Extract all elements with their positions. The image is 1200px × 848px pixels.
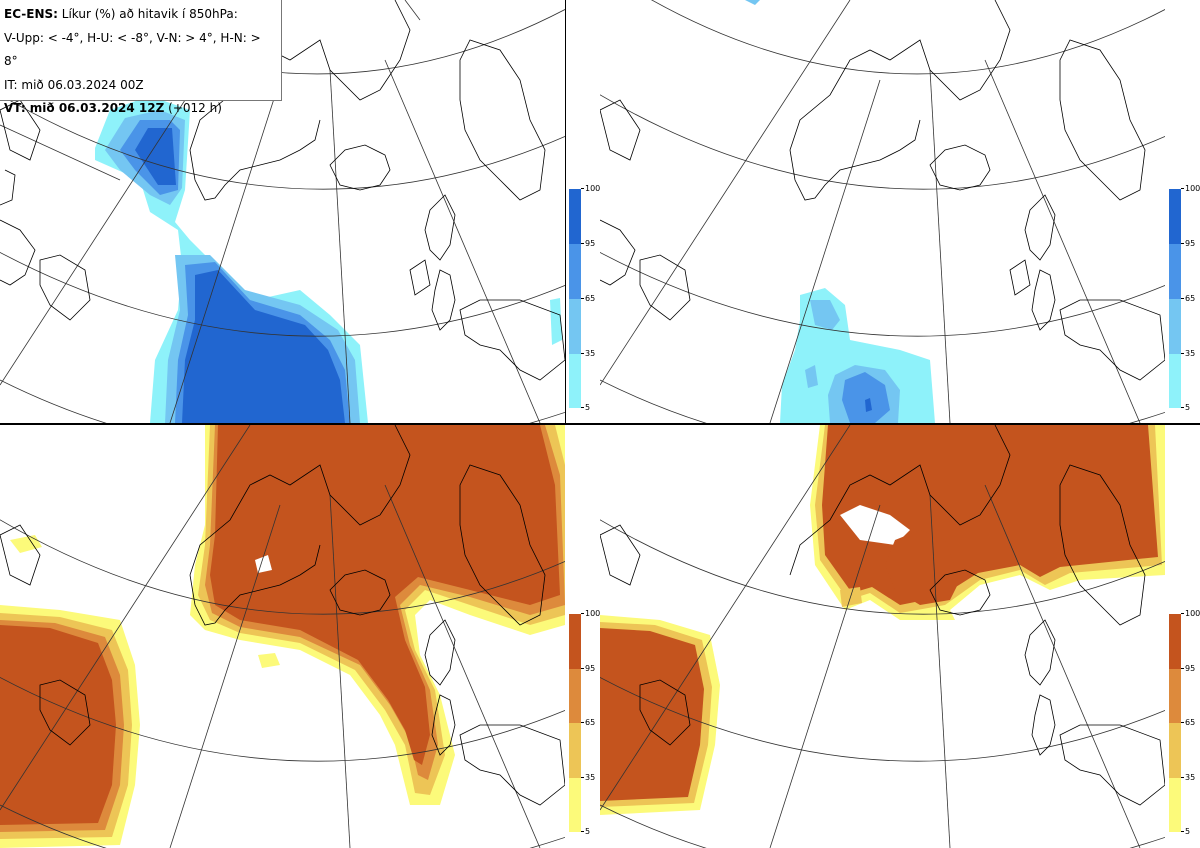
- map-bottom-left: [0, 425, 565, 848]
- legend-segment: [569, 723, 581, 778]
- legend-tick: 100: [1181, 185, 1200, 193]
- graticule: [600, 425, 1165, 848]
- warm-probability-area: [600, 425, 1165, 815]
- title-line-4: VT: mið 06.03.2024 12Z (+012 h): [4, 97, 277, 121]
- legend-cold-top-left: 100 95 65 35 5: [569, 185, 600, 412]
- coastlines: [600, 0, 1165, 381]
- legend-segment: [569, 778, 581, 832]
- legend-tick: 35: [581, 774, 595, 782]
- legend-segment: [1169, 244, 1181, 299]
- legend-tick: 5: [581, 404, 590, 412]
- graticule: [600, 0, 1165, 423]
- legend-tick: 35: [581, 350, 595, 358]
- legend-tick: 5: [1181, 404, 1190, 412]
- legend-tick: 5: [1181, 828, 1190, 836]
- lead-time: (+012 h): [164, 101, 222, 115]
- legend-segment: [569, 354, 581, 408]
- legend-tick: 100: [581, 610, 600, 618]
- map-top-left: [0, 0, 565, 423]
- valid-time: VT: mið 06.03.2024 12Z: [4, 101, 165, 115]
- legend-tick: 65: [1181, 295, 1195, 303]
- graticule: [0, 0, 565, 423]
- legend-tick: 100: [581, 185, 600, 193]
- legend-segment: [569, 614, 581, 669]
- coastlines: [0, 0, 565, 381]
- map-title-box: EC-ENS: Líkur (%) að hitavik í 850hPa: V…: [0, 0, 282, 115]
- panel-separator-horizontal: [0, 423, 1200, 425]
- title-description: Líkur (%) að hitavik í 850hPa:: [57, 7, 238, 21]
- legend-tick: 95: [1181, 240, 1195, 248]
- legend-tick: 95: [581, 665, 595, 673]
- map-panel-top-left: [0, 0, 565, 423]
- legend-warm-bottom-right: 100 95 65 35 5: [1169, 610, 1200, 836]
- graticule: [0, 425, 565, 848]
- map-panel-bottom-left: [0, 425, 565, 848]
- legend-segment: [569, 189, 581, 244]
- legend-tick: 5: [581, 828, 590, 836]
- coastlines: [0, 425, 565, 806]
- legend-segment: [569, 669, 581, 723]
- title-product: EC-ENS:: [4, 7, 58, 21]
- legend-tick: 95: [581, 240, 595, 248]
- title-line-2: V-Upp: < -4°, H-U: < -8°, V-N: > 4°, H-N…: [4, 30, 261, 69]
- legend-tick: 65: [581, 295, 595, 303]
- legend-cold-top-right: 100 95 65 35 5: [1169, 185, 1200, 412]
- legend-segment: [1169, 723, 1181, 778]
- legend-segment: [1169, 778, 1181, 832]
- legend-tick: 65: [1181, 719, 1195, 727]
- warm-probability-area: [0, 425, 565, 848]
- legend-tick: 65: [581, 719, 595, 727]
- coastlines: [600, 425, 1165, 806]
- legend-warm-bottom-left: 100 95 65 35 5: [569, 610, 600, 836]
- title-line-3: IT: mið 06.03.2024 00Z: [4, 77, 144, 92]
- legend-segment: [569, 244, 581, 299]
- legend-tick: 35: [1181, 774, 1195, 782]
- map-panel-bottom-right: [600, 425, 1165, 848]
- title-line-1: EC-ENS: Líkur (%) að hitavik í 850hPa:: [4, 3, 277, 27]
- cold-probability-area: [745, 0, 935, 423]
- legend-segment: [1169, 299, 1181, 354]
- legend-tick: 100: [1181, 610, 1200, 618]
- legend-segment: [1169, 354, 1181, 408]
- legend-segment: [1169, 614, 1181, 669]
- map-bottom-right: [600, 425, 1165, 848]
- map-panel-top-right: [600, 0, 1165, 423]
- legend-tick: 35: [1181, 350, 1195, 358]
- legend-segment: [569, 299, 581, 354]
- cold-probability-area: [95, 96, 562, 423]
- map-top-right: [600, 0, 1165, 423]
- panel-separator-vertical: [565, 0, 566, 424]
- legend-segment: [1169, 669, 1181, 723]
- legend-tick: 95: [1181, 665, 1195, 673]
- legend-segment: [1169, 189, 1181, 244]
